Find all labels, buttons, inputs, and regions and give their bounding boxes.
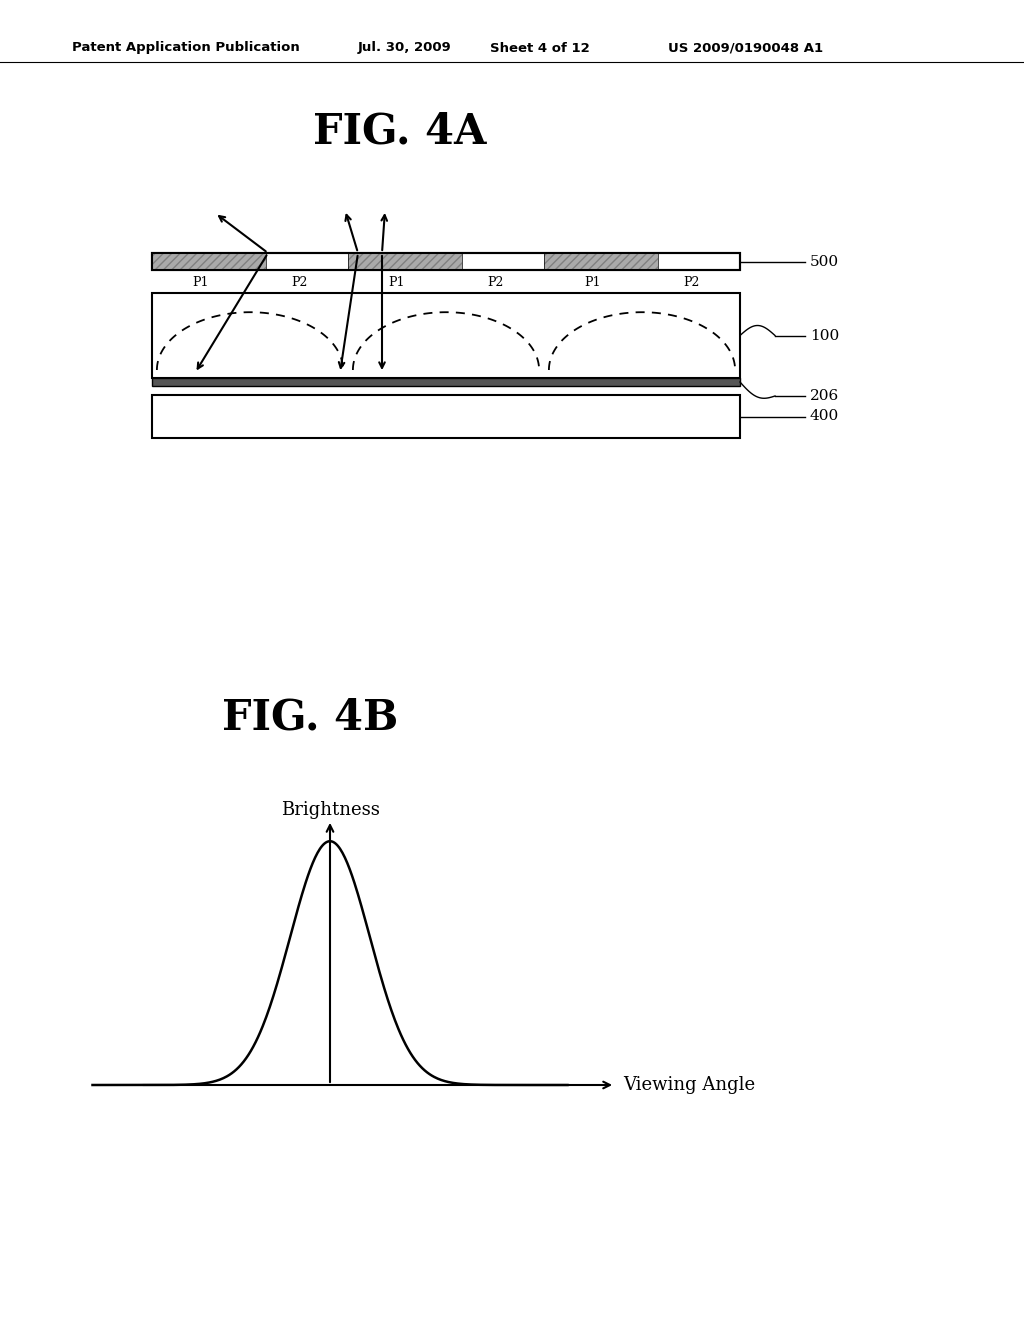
Bar xyxy=(152,378,740,385)
Text: 206: 206 xyxy=(810,389,840,403)
Bar xyxy=(544,253,657,271)
Bar xyxy=(152,293,740,378)
Text: Patent Application Publication: Patent Application Publication xyxy=(72,41,300,54)
Bar xyxy=(152,253,740,271)
Text: FIG. 4A: FIG. 4A xyxy=(313,111,486,153)
Bar xyxy=(152,253,740,271)
Text: P2: P2 xyxy=(683,276,699,289)
Text: P1: P1 xyxy=(193,276,209,289)
Text: Viewing Angle: Viewing Angle xyxy=(623,1076,755,1094)
Bar xyxy=(152,253,265,271)
Text: P2: P2 xyxy=(291,276,307,289)
Text: Sheet 4 of 12: Sheet 4 of 12 xyxy=(490,41,590,54)
Bar xyxy=(152,253,265,271)
Bar xyxy=(348,253,462,271)
Text: Jul. 30, 2009: Jul. 30, 2009 xyxy=(358,41,452,54)
Text: 400: 400 xyxy=(810,409,840,424)
Text: 100: 100 xyxy=(810,329,840,342)
Text: US 2009/0190048 A1: US 2009/0190048 A1 xyxy=(668,41,823,54)
Text: P1: P1 xyxy=(585,276,601,289)
Text: P2: P2 xyxy=(486,276,503,289)
Bar xyxy=(544,253,657,271)
Bar xyxy=(152,395,740,438)
Text: 500: 500 xyxy=(810,255,839,268)
Bar xyxy=(348,253,462,271)
Text: FIG. 4B: FIG. 4B xyxy=(222,697,398,739)
Text: Brightness: Brightness xyxy=(281,801,380,818)
Text: P1: P1 xyxy=(389,276,406,289)
